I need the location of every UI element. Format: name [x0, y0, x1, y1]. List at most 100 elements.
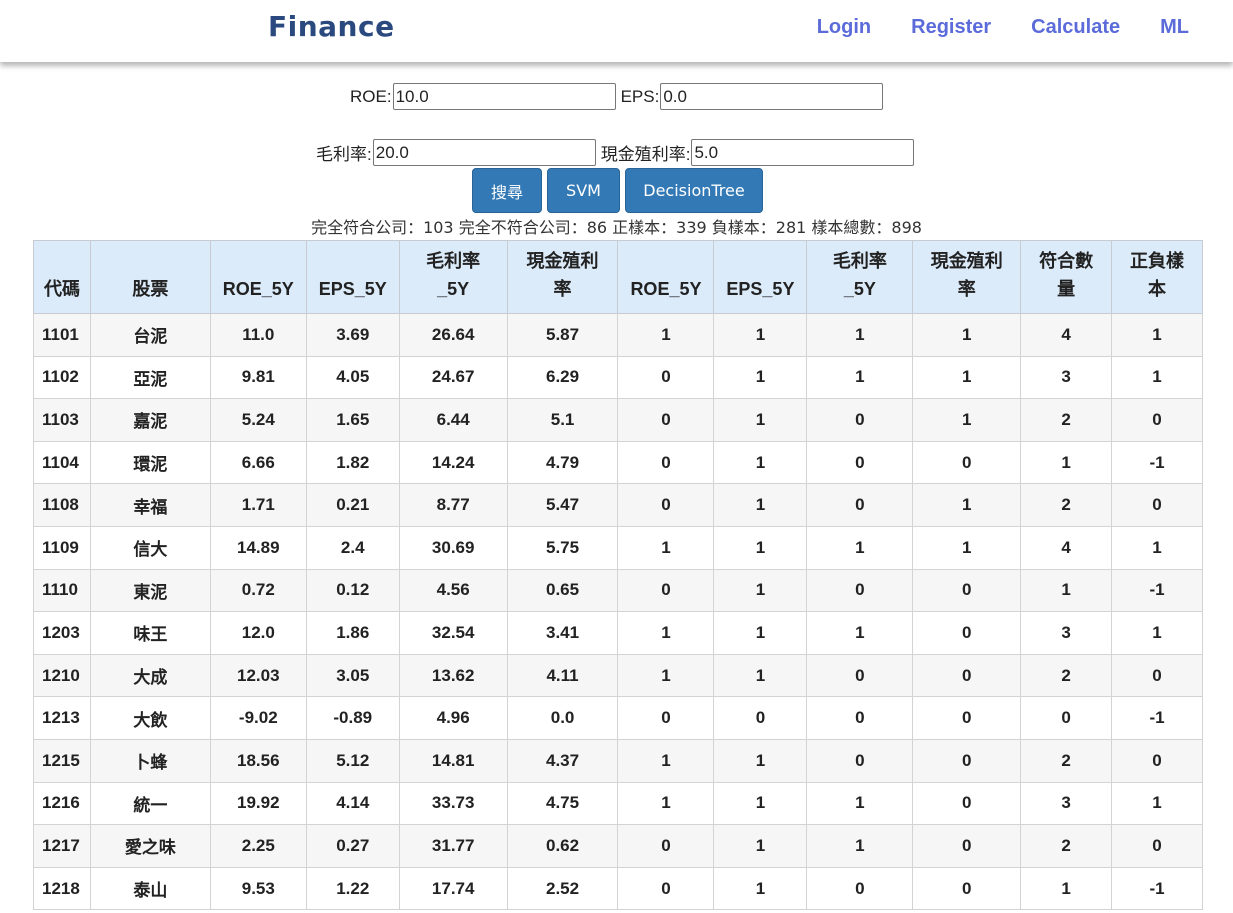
table-cell: 0 — [806, 653, 914, 698]
column-header[interactable]: 正負樣本 — [1111, 240, 1203, 314]
table-cell: 0 — [806, 738, 914, 783]
column-header[interactable]: 代碼 — [33, 240, 91, 314]
table-cell: 1110 — [33, 568, 91, 613]
table-cell: 1 — [617, 611, 715, 655]
table-cell: 0.62 — [506, 824, 619, 868]
table-cell: 26.64 — [398, 313, 508, 357]
table-cell: 1217 — [33, 824, 91, 868]
table-cell: 1 — [1111, 525, 1203, 570]
table-cell: 1213 — [33, 696, 91, 740]
table-cell: 1 — [617, 653, 715, 698]
summary-stats: 完全符合公司：103 完全不符合公司：86 正樣本：339 負樣本：281 樣本… — [311, 218, 922, 237]
table-cell: 1210 — [33, 653, 91, 698]
table-cell: 1 — [713, 611, 808, 655]
table-cell: 1 — [1020, 568, 1113, 613]
search-button[interactable]: 搜尋 — [472, 168, 542, 213]
nav-register-link[interactable]: Register — [911, 16, 992, 38]
table-cell: 1216 — [33, 781, 91, 826]
gross-margin-input[interactable] — [372, 139, 596, 166]
table-cell: 4.37 — [506, 738, 619, 783]
table-row: 1104 環泥 6.66 1.82 14.24 4.79 0 1 0 0 1 -1 — [33, 440, 1203, 485]
table-cell: 1.82 — [305, 440, 400, 485]
table-cell: 愛之味 — [89, 824, 211, 868]
table-cell: 1215 — [33, 738, 91, 783]
table-cell: 3.69 — [305, 313, 400, 357]
table-cell: 5.1 — [506, 398, 619, 442]
roe-input[interactable] — [392, 83, 616, 110]
table-cell: 1 — [806, 824, 914, 868]
eps-input[interactable] — [660, 83, 884, 110]
table-cell: 6.29 — [506, 355, 619, 400]
column-header[interactable]: 股票 — [89, 240, 211, 314]
action-buttons: 搜尋 SVM DecisionTree — [472, 168, 763, 213]
column-header[interactable]: 毛利率 _5Y — [806, 240, 914, 314]
table-cell: 12.0 — [209, 611, 307, 655]
table-cell: 4 — [1020, 313, 1113, 357]
table-row: 1110 東泥 0.72 0.12 4.56 0.65 0 1 0 0 1 -1 — [33, 568, 1203, 613]
table-cell: 幸福 — [89, 483, 211, 527]
table-cell: 0.12 — [305, 568, 400, 613]
table-row: 1210 大成 12.03 3.05 13.62 4.11 1 1 0 0 2 0 — [33, 653, 1203, 698]
table-cell: 1 — [1020, 866, 1113, 911]
table-cell: 0 — [617, 355, 715, 400]
cash-yield-label: 現金殖利率: — [600, 145, 691, 164]
filter-row-2: 毛利率: 現金殖利率: — [316, 139, 915, 166]
table-cell: 6.44 — [398, 398, 508, 442]
column-header[interactable]: 現金殖利率 — [912, 240, 1022, 314]
table-cell: 0 — [617, 866, 715, 911]
table-cell: 信大 — [89, 525, 211, 570]
table-cell: 14.81 — [398, 738, 508, 783]
table-cell: 1 — [912, 355, 1022, 400]
table-cell: 1 — [713, 653, 808, 698]
top-navbar: Finance Login Register Calculate ML — [0, 0, 1233, 62]
table-cell: 1 — [713, 738, 808, 783]
column-header[interactable]: ROE_5Y — [209, 240, 307, 314]
cash-yield-input[interactable] — [691, 139, 915, 166]
table-row: 1102 亞泥 9.81 4.05 24.67 6.29 0 1 1 1 3 1 — [33, 355, 1203, 400]
roe-label: ROE: — [350, 86, 392, 106]
column-header[interactable]: ROE_5Y — [617, 240, 715, 314]
table-cell: 1101 — [33, 313, 91, 357]
table-cell: 4.75 — [506, 781, 619, 826]
table-cell: 1 — [912, 525, 1022, 570]
column-header[interactable]: EPS_5Y — [713, 240, 808, 314]
table-cell: 0 — [713, 696, 808, 740]
svm-button[interactable]: SVM — [547, 168, 620, 213]
table-cell: 14.24 — [398, 440, 508, 485]
table-cell: 1 — [617, 525, 715, 570]
nav-calculate-link[interactable]: Calculate — [1031, 16, 1121, 38]
table-cell: 0.21 — [305, 483, 400, 527]
table-cell: 1 — [713, 398, 808, 442]
nav-ml-link[interactable]: ML — [1160, 16, 1189, 38]
table-cell: 0 — [617, 483, 715, 527]
table-cell: 0 — [617, 440, 715, 485]
table-cell: 2 — [1020, 824, 1113, 868]
table-row: 1216 統一 19.92 4.14 33.73 4.75 1 1 1 0 3 1 — [33, 781, 1203, 826]
table-cell: 6.66 — [209, 440, 307, 485]
table-cell: 3.05 — [305, 653, 400, 698]
column-header[interactable]: 毛利率 _5Y — [398, 240, 508, 314]
brand-title[interactable]: Finance — [268, 10, 395, 43]
table-cell: 4.05 — [305, 355, 400, 400]
table-cell: 1 — [912, 483, 1022, 527]
table-cell: 4.11 — [506, 653, 619, 698]
table-cell: 1 — [713, 525, 808, 570]
table-cell: 1.22 — [305, 866, 400, 911]
table-row: 1103 嘉泥 5.24 1.65 6.44 5.1 0 1 0 1 2 0 — [33, 398, 1203, 442]
table-cell: 2.25 — [209, 824, 307, 868]
column-header[interactable]: 符合數量 — [1020, 240, 1113, 314]
table-cell: 0 — [912, 738, 1022, 783]
decision-tree-button[interactable]: DecisionTree — [625, 168, 763, 213]
table-row: 1215 卜蜂 18.56 5.12 14.81 4.37 1 1 0 0 2 0 — [33, 738, 1203, 783]
table-cell: 0 — [617, 398, 715, 442]
table-cell: 19.92 — [209, 781, 307, 826]
table-cell: 24.67 — [398, 355, 508, 400]
table-cell: 1 — [617, 781, 715, 826]
nav-login-link[interactable]: Login — [816, 16, 872, 38]
column-header[interactable]: 現金殖利率 — [506, 240, 619, 314]
table-cell: -1 — [1111, 568, 1203, 613]
table-cell: 3.41 — [506, 611, 619, 655]
column-header[interactable]: EPS_5Y — [305, 240, 400, 314]
table-cell: 5.47 — [506, 483, 619, 527]
table-cell: -9.02 — [209, 696, 307, 740]
